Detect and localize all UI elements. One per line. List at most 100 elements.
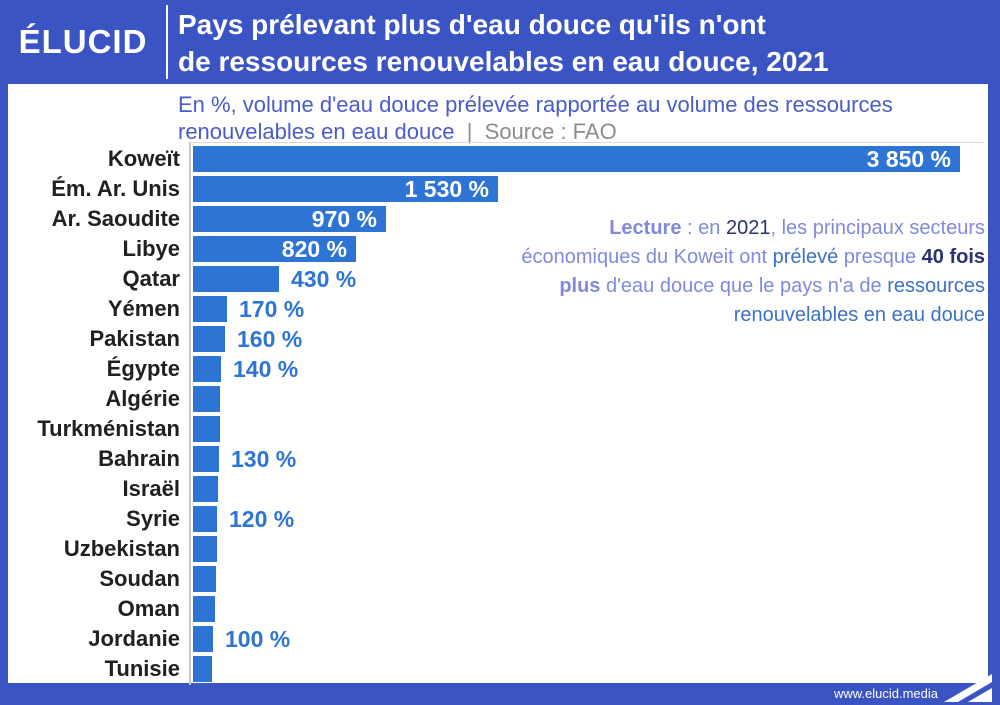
country-label: Yémen (107, 296, 180, 321)
footer-url: www.elucid.media (833, 686, 938, 701)
bar-slot (193, 416, 220, 442)
bar-slot (193, 656, 212, 682)
elucid-logo: ÉLUCID (18, 23, 148, 60)
footer-band (0, 683, 1000, 705)
value-label: 430 % (291, 265, 357, 292)
lecture-segment: prélevé (772, 246, 839, 268)
bar (193, 386, 220, 412)
bar-row: Bahrain 130 % (0, 444, 988, 474)
country-label: Israël (122, 476, 181, 501)
header-separator (166, 5, 168, 79)
bar (193, 266, 279, 292)
bar-slot: 820 % (193, 236, 356, 262)
country-label: Koweït (107, 146, 180, 171)
country-label: Algérie (105, 386, 180, 411)
bar-row: Turkménistan (0, 414, 988, 444)
bar-row: Libye 820 % (0, 234, 988, 264)
bar (193, 536, 217, 562)
bar-row: Koweït 3 850 % (0, 144, 988, 174)
bar-slot: 170 % (193, 296, 304, 322)
bar (193, 506, 217, 532)
value-label: 130 % (231, 445, 297, 472)
page-title: Pays prélevant plus d'eau douce qu'ils n… (178, 6, 829, 80)
bar (193, 326, 225, 352)
bar-slot: 140 % (193, 356, 298, 382)
value-label: 170 % (239, 295, 305, 322)
elucid-arrow-icon (944, 674, 992, 702)
value-label: 100 % (225, 625, 291, 652)
bar (193, 356, 221, 382)
bar-row: Israël (0, 474, 988, 504)
bar-slot: 160 % (193, 326, 302, 352)
bar: 1 530 % (193, 176, 498, 202)
lecture-segment: , les principaux secteurs (770, 217, 985, 239)
country-label: Qatar (122, 266, 180, 291)
value-label: 140 % (233, 355, 299, 382)
value-label: 120 % (229, 505, 295, 532)
country-label: Tunisie (104, 656, 180, 681)
country-label: Jordanie (88, 626, 180, 651)
title-line-1: Pays prélevant plus d'eau douce qu'ils n… (178, 9, 766, 40)
lecture-segment: renouvelables en eau douce (733, 304, 985, 326)
subtitle-separator (454, 119, 466, 144)
value-label: 970 % (311, 205, 377, 232)
lecture-segment: 40 fois (921, 246, 985, 268)
bar-slot: 100 % (193, 626, 290, 652)
bar (193, 476, 218, 502)
subtitle-gap (472, 119, 484, 144)
lecture-segment: 2021 (725, 217, 771, 239)
country-label: Pakistan (89, 326, 181, 351)
bar (193, 596, 215, 622)
bar-row: Yémen 170 % (0, 294, 988, 324)
source-separator: | (466, 119, 473, 144)
left-border (0, 84, 8, 683)
country-label: Soudan (99, 566, 180, 591)
bar-row: Égypte 140 % (0, 354, 988, 384)
bar-slot (193, 536, 217, 562)
bar-slot: 3 850 % (193, 146, 960, 172)
lecture-segment: plus (559, 275, 601, 297)
bar: 3 850 % (193, 146, 960, 172)
lecture-segment: économiques du Koweit ont (521, 246, 773, 268)
country-label: Uzbekistan (63, 536, 180, 561)
bar-row: Uzbekistan (0, 534, 988, 564)
subtitle-line-2-blue: renouvelables en eau douce (178, 119, 455, 144)
bar-row: Oman (0, 594, 988, 624)
value-label: 1 530 % (404, 175, 489, 202)
bar-row: Pakistan 160 % (0, 324, 988, 354)
bar-slot: 970 % (193, 206, 386, 232)
bar-row: Ar. Saoudite 970 % (0, 204, 988, 234)
bar-slot: 430 % (193, 266, 356, 292)
value-label: 3 850 % (866, 145, 951, 172)
lecture-line: Lecture : en 2021, les principaux secteu… (385, 214, 985, 243)
bar-row: Algérie (0, 384, 988, 414)
title-line-2: de ressources renouvelables en eau douce… (178, 46, 829, 77)
bar (193, 656, 212, 682)
lecture-segment: d'eau douce que le pays n'a de (600, 275, 888, 297)
subtitle-line-1: En %, volume d'eau douce prélevée rappor… (178, 92, 893, 117)
lecture-line: économiques du Koweit ont prélevé presqu… (385, 243, 985, 272)
lecture-line: renouvelables en eau douce (385, 301, 985, 330)
country-label: Turkménistan (37, 416, 180, 441)
country-label: Syrie (126, 506, 180, 531)
y-axis-line (189, 142, 191, 685)
bar (193, 566, 216, 592)
bar-chart: Koweït 3 850 % Ém. Ar. Unis 1 530 % Ar. Saou… (0, 144, 988, 684)
bar-slot: 1 530 % (193, 176, 498, 202)
country-label: Ém. Ar. Unis (51, 176, 180, 201)
source-label: Source : FAO (484, 119, 617, 144)
lecture-segment: : en (681, 217, 726, 239)
bar (193, 296, 227, 322)
bar (193, 416, 220, 442)
bar-row: Jordanie 100 % (0, 624, 988, 654)
bar-row: Ém. Ar. Unis 1 530 % (0, 174, 988, 204)
value-label: 160 % (237, 325, 303, 352)
bar: 970 % (193, 206, 386, 232)
bar-slot: 120 % (193, 506, 294, 532)
right-border (988, 84, 1000, 683)
bar-slot (193, 566, 216, 592)
lecture-segment: ressources (887, 275, 985, 297)
lecture-line: plus d'eau douce que le pays n'a de ress… (385, 272, 985, 301)
lecture-annotation: Lecture : en 2021, les principaux secteu… (385, 214, 985, 330)
